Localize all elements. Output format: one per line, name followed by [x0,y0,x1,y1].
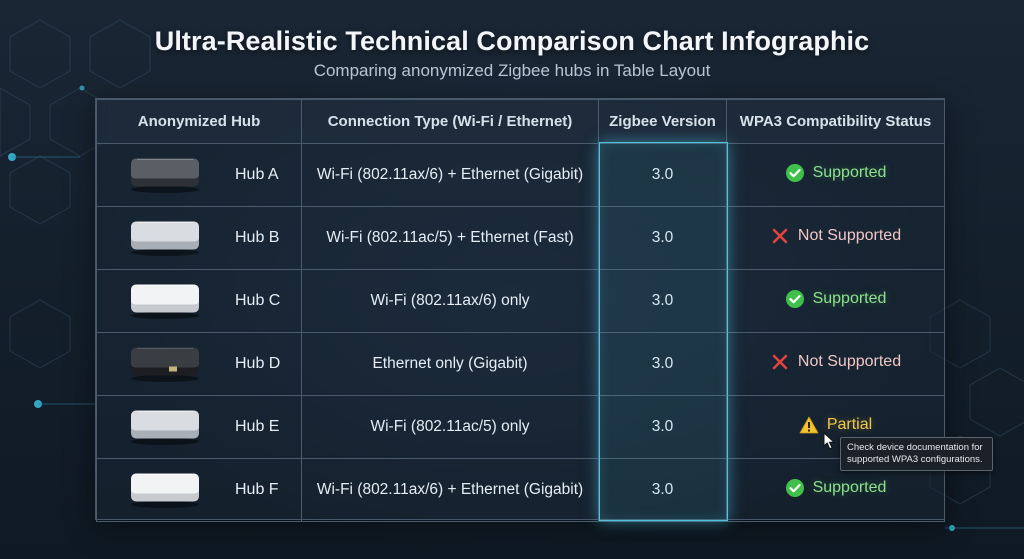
hub-name: Hub B [235,229,280,246]
zigbee-version-cell: 3.0 [598,143,727,207]
page-subtitle: Comparing anonymized Zigbee hubs in Tabl… [313,61,711,80]
mouse-pointer-icon [823,432,836,450]
hub-device-image [127,214,203,263]
connection-type-cell: Wi-Fi (802.11ax/6) + Ethernet (Gigabit) [301,458,599,522]
wpa3-status-cell: Supported [726,143,945,207]
wpa3-partial-tooltip: Check device documentation for supported… [840,437,993,471]
comparison-table-container: Anonymized Hub Connection Type (Wi-Fi / … [95,98,945,522]
hub-name: Hub A [235,166,279,183]
page-title: Ultra-Realistic Technical Comparison Cha… [154,26,870,56]
zigbee-version-cell: 3.0 [598,458,727,522]
table-row: Hub F Wi-Fi (802.11ax/6) + Ethernet (Giga… [96,458,945,522]
hub-cell: Hub B [96,206,302,270]
hub-cell: Hub A [96,143,302,207]
column-header-connection: Connection Type (Wi-Fi / Ethernet) [301,99,599,144]
hub-device-image [127,277,203,326]
wpa3-status-label: Not Supported [797,352,902,370]
wpa3-status-label: Partial [826,415,873,433]
hub-device-image [127,340,203,389]
connection-type-cell: Wi-Fi (802.11ac/5) + Ethernet (Fast) [301,206,599,270]
hub-name: Hub E [235,418,280,435]
hub-device-image [127,466,203,515]
table-row: Hub D Ethernet only (Gigabit) 3.0 Not Suppo… [96,332,945,396]
wpa3-status-label: Supported [812,478,887,496]
connection-type-cell: Ethernet only (Gigabit) [301,332,599,396]
wpa3-status-badge: Supported [785,478,887,498]
check-circle-icon [785,478,804,497]
wpa3-status-badge: Not Supported [770,226,901,246]
zigbee-version-cell: 3.0 [598,206,727,270]
wpa3-status-badge: Not Supported [770,352,901,372]
column-header-wpa3: WPA3 Compatibility Status [726,99,945,144]
hub-name: Hub D [235,355,281,372]
hub-name: Hub F [235,481,279,498]
connection-type-cell: Wi-Fi (802.11ac/5) only [301,395,599,459]
wpa3-status-cell: Not Supported [726,206,945,270]
hub-device-image [127,403,203,452]
table-row: Hub A Wi-Fi (802.11ax/6) + Ethernet (Giga… [96,143,945,207]
cross-icon [772,354,788,369]
check-circle-icon [785,289,804,308]
table-row: Hub E Wi-Fi (802.11ac/5) only 3.0 Partial [96,395,945,459]
table-row: Hub C Wi-Fi (802.11ax/6) only 3.0 Supported [96,269,945,333]
hub-cell: Hub D [96,332,302,396]
warning-triangle-icon [799,416,819,433]
hub-cell: Hub C [96,269,302,333]
wpa3-status-badge: Supported [785,289,887,309]
hub-device-image [127,151,203,200]
hub-cell: Hub F [96,458,302,522]
wpa3-status-cell: Not Supported [726,332,945,396]
connection-type-cell: Wi-Fi (802.11ax/6) + Ethernet (Gigabit) [301,143,599,207]
zigbee-version-cell: 3.0 [598,395,727,459]
zigbee-version-cell: 3.0 [598,269,727,333]
wpa3-status-cell: Supported [726,269,945,333]
hub-cell: Hub E [96,395,302,459]
table-header-row: Anonymized Hub Connection Type (Wi-Fi / … [96,99,945,144]
wpa3-status-label: Supported [812,289,887,307]
cross-icon [772,228,788,243]
wpa3-status-cell: Partial [726,395,945,459]
wpa3-status-badge: Supported [785,163,887,183]
zigbee-version-cell: 3.0 [598,332,727,396]
connection-type-cell: Wi-Fi (802.11ax/6) only [301,269,599,333]
table-row: Hub B Wi-Fi (802.11ac/5) + Ethernet (Fast… [96,206,945,270]
wpa3-status-badge[interactable]: Partial [799,415,872,435]
wpa3-status-label: Supported [812,163,887,181]
comparison-table: Anonymized Hub Connection Type (Wi-Fi / … [96,99,945,522]
column-header-hub: Anonymized Hub [96,99,302,144]
wpa3-status-label: Not Supported [797,226,902,244]
hub-name: Hub C [235,292,281,309]
check-circle-icon [785,163,804,182]
column-header-zigbee: Zigbee Version [598,99,727,144]
